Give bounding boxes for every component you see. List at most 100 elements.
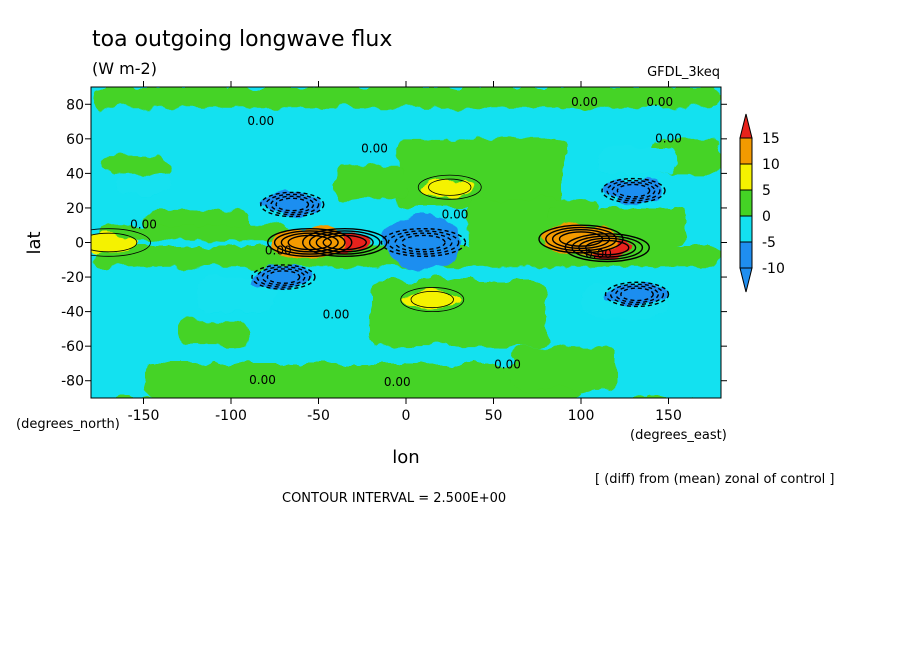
contour-line: [280, 232, 339, 253]
contour-label: 0.00: [655, 131, 682, 145]
contour-line: [91, 228, 151, 257]
x-tick-label: -100: [215, 408, 247, 424]
y-tick-label: -80: [61, 374, 84, 390]
colorbar-level-label: 5: [762, 183, 771, 199]
anomaly-region: [542, 223, 620, 255]
model-label: GFDL_3keq: [647, 65, 720, 80]
y-axis-units: (degrees_north): [16, 417, 120, 432]
contour-line: [564, 233, 650, 263]
contour-line: [273, 230, 346, 255]
contour-label: 0.00: [494, 358, 521, 372]
contour-label: 0.00: [442, 207, 469, 221]
contour-line: [400, 287, 465, 313]
colorbar-level-label: 15: [762, 131, 780, 147]
zero-to-five-region: [99, 156, 170, 174]
contour-line: [308, 230, 381, 255]
contour-line: [261, 268, 306, 286]
x-axis: -150 -100 -50 0 50 100 150: [128, 81, 682, 424]
contour-label: 0.00: [323, 308, 350, 322]
contour-line: [615, 285, 659, 304]
y-tick-label: 0: [75, 236, 84, 252]
contour-line: [609, 283, 665, 306]
anomaly-region: [385, 214, 462, 271]
y-tick-label: 40: [66, 166, 84, 182]
colorbar-bottom-arrow: [739, 267, 753, 293]
x-axis-label: lon: [392, 447, 419, 468]
y-tick-label: -60: [61, 339, 84, 355]
x-tick-label: -50: [307, 408, 330, 424]
contour-label: 0.00: [571, 95, 598, 109]
zero-to-five-region: [143, 363, 581, 398]
contour-line: [380, 227, 467, 258]
contour-line: [266, 270, 301, 284]
colorbar-level-label: -5: [762, 235, 776, 251]
x-tick-label: -150: [128, 408, 160, 424]
contour-line: [394, 232, 453, 253]
difference-note: [ (diff) from (mean) zonal of control ]: [595, 472, 834, 487]
y-tick-label: -40: [61, 305, 84, 321]
contour-line: [270, 195, 315, 214]
contour-line: [401, 234, 446, 251]
contour-line: [428, 178, 472, 196]
y-tick-label: 20: [66, 201, 84, 217]
contour-label: 0.00: [585, 247, 612, 261]
contour-label: 0.00: [384, 375, 411, 389]
contour-line: [558, 231, 604, 247]
contour-line: [265, 193, 320, 216]
contour-label: 0.00: [247, 114, 274, 128]
colorbar-swatch: [739, 163, 753, 191]
contour-line: [601, 177, 666, 204]
contour-label: 0.00: [361, 142, 388, 156]
contour-line: [417, 174, 482, 200]
colorbar-swatch: [739, 241, 753, 269]
contour-interval-label: CONTOUR INTERVAL = 2.500E+00: [282, 491, 506, 506]
contour-line: [545, 226, 617, 252]
contour-label: 0.00: [249, 373, 276, 387]
contour-line: [606, 179, 661, 202]
anomaly-region: [421, 178, 478, 196]
chart-title: toa outgoing longwave flux: [92, 27, 392, 52]
contour-line: [256, 266, 311, 288]
contour-line: [551, 229, 611, 250]
contour-line: [302, 227, 388, 258]
contour-line: [620, 287, 654, 302]
contour-line: [91, 232, 138, 253]
contour-line: [611, 181, 656, 200]
zero-to-five-region: [397, 138, 564, 208]
contour-field: 0.00 0.00 0.00 0.00 0.00 0.00 0.00 0.00 0.00 0.00…: [91, 87, 721, 398]
colorbar-swatch: [739, 215, 753, 243]
contour-line: [275, 197, 310, 212]
contour-line: [251, 264, 316, 290]
colorbar-top-arrow: [739, 113, 753, 139]
x-axis-units: (degrees_east): [630, 428, 727, 443]
contour-line: [315, 232, 374, 253]
y-tick-label: -20: [61, 270, 84, 286]
contour-label: 0.00: [130, 218, 157, 232]
contour-line: [616, 183, 651, 198]
zero-to-five-region: [371, 280, 546, 347]
minus-five-to-zero-region: [598, 147, 678, 174]
zero-to-five-region: [336, 164, 406, 200]
x-tick-label: 0: [402, 408, 411, 424]
contour-line: [287, 234, 332, 251]
contour-line: [538, 224, 624, 254]
colorbar-swatch: [739, 189, 753, 217]
zero-to-five-region: [178, 320, 249, 347]
colorbar-level-label: 0: [762, 209, 771, 225]
contour-line: [260, 191, 325, 218]
colorbar-swatch: [739, 137, 753, 165]
zero-to-five-region: [99, 225, 293, 241]
minus-five-to-zero-region: [196, 277, 275, 312]
contour-line: [267, 227, 353, 258]
contour-label: 0.00: [265, 244, 292, 258]
colorbar: 15 10 5 0 -5 -10: [739, 113, 785, 293]
y-tick-label: 80: [66, 97, 84, 113]
colorbar-level-label: 10: [762, 157, 780, 173]
contour-line: [410, 290, 454, 309]
zero-to-five-region: [91, 87, 721, 108]
x-tick-label: 50: [485, 408, 503, 424]
minus-five-to-zero-region: [117, 173, 170, 195]
y-axis: 80 60 40 20 0 -20 -40 -60 -80: [61, 97, 727, 390]
anomaly-region: [404, 290, 461, 309]
